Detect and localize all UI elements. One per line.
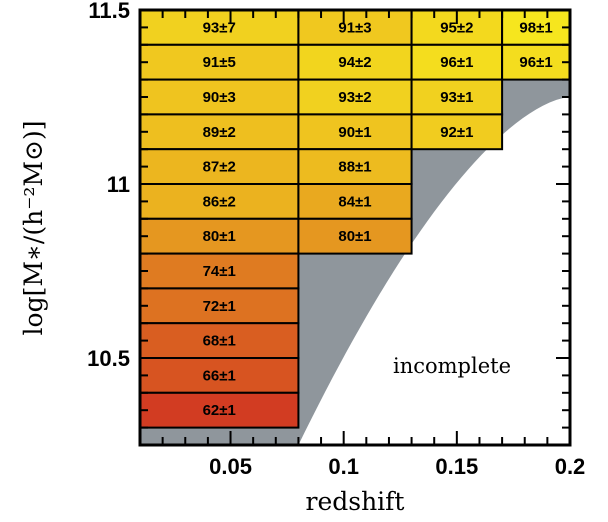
y-tick-label: 10.5 <box>87 346 130 371</box>
cell-label: 98±1 <box>519 19 552 36</box>
cell: 94±2 <box>297 43 413 81</box>
cell: 72±1 <box>139 287 300 325</box>
cell: 91±3 <box>297 9 413 46</box>
cell-label: 89±2 <box>203 124 236 141</box>
tick-labels-layer: 0.05 0.1 0.15 0.2 10.5 11 11.5 <box>87 0 585 479</box>
cell: 88±1 <box>297 148 413 185</box>
cell-label: 95±2 <box>440 19 473 36</box>
x-axis-title: redshift <box>306 487 405 516</box>
cell-label: 88±1 <box>338 159 371 176</box>
cell-rect <box>297 43 413 81</box>
cell: 96±1 <box>410 43 504 81</box>
cell-rect <box>297 217 413 255</box>
incomplete-annotation: incomplete <box>393 354 511 378</box>
cell-rect <box>139 113 300 151</box>
cell-label: 80±1 <box>338 228 371 245</box>
cell: 89±2 <box>139 113 300 151</box>
cell-rect <box>410 113 504 151</box>
cell-rect <box>139 357 300 394</box>
y-tick-label: 11 <box>107 172 130 197</box>
x-tick-label: 0.05 <box>209 454 252 479</box>
cell-label: 74±1 <box>203 263 236 280</box>
cell: 98±1 <box>501 9 571 46</box>
cell-label: 93±7 <box>203 19 236 36</box>
cell: 93±2 <box>297 78 413 116</box>
cell-label: 84±1 <box>338 193 371 210</box>
cell: 90±1 <box>297 113 413 151</box>
cell: 87±2 <box>139 148 300 185</box>
cell: 66±1 <box>139 357 300 394</box>
cell: 90±3 <box>139 78 300 116</box>
cell-rect <box>139 148 300 185</box>
cell: 68±1 <box>139 322 300 360</box>
cell: 93±1 <box>410 78 504 116</box>
cell-label: 72±1 <box>203 298 236 315</box>
cell-label: 86±2 <box>203 193 236 210</box>
cell: 96±1 <box>501 43 571 81</box>
cell-rect <box>297 113 413 151</box>
cell-label: 94±2 <box>338 54 371 71</box>
cell: 74±1 <box>139 252 300 290</box>
plot-frame <box>138 8 572 447</box>
cell-rect <box>139 391 300 429</box>
cell-label: 87±2 <box>203 159 236 176</box>
cell: 93±7 <box>139 9 300 46</box>
cell-rect <box>501 43 571 81</box>
y-tick-label: 11.5 <box>88 0 130 23</box>
x-tick-label: 0.1 <box>328 454 359 479</box>
cell-label: 80±1 <box>203 228 236 245</box>
cell-rect <box>297 9 413 46</box>
cell-label: 91±3 <box>338 19 371 36</box>
x-tick-label: 0.15 <box>435 454 478 479</box>
cell: 92±1 <box>410 113 504 151</box>
cell-rect <box>297 183 413 220</box>
incomplete-region <box>298 97 570 445</box>
cell-label: 62±1 <box>203 402 236 419</box>
cell: 80±1 <box>297 217 413 255</box>
cell-label: 93±1 <box>440 89 473 106</box>
cell-label: 90±1 <box>338 124 371 141</box>
cell-rect <box>139 78 300 116</box>
cell: 84±1 <box>297 183 413 220</box>
cell-label: 66±1 <box>203 367 236 384</box>
cell-rect <box>410 78 504 116</box>
cell-label: 68±1 <box>203 333 236 350</box>
cell-rect <box>139 322 300 360</box>
cell-label: 91±5 <box>203 54 236 71</box>
cell-label: 93±2 <box>338 89 371 106</box>
cell-label: 90±3 <box>203 89 236 106</box>
cell-label: 96±1 <box>440 54 473 71</box>
y-axis-title: log[M∗/(h⁻²M⊙)] <box>19 121 48 336</box>
cell: 62±1 <box>139 391 300 429</box>
cell: 91±5 <box>139 43 300 81</box>
cell: 86±2 <box>139 183 300 220</box>
cell-label: 92±1 <box>440 124 473 141</box>
cell-label: 96±1 <box>519 54 552 71</box>
x-tick-label: 0.2 <box>555 454 586 479</box>
cell: 80±1 <box>139 217 300 255</box>
